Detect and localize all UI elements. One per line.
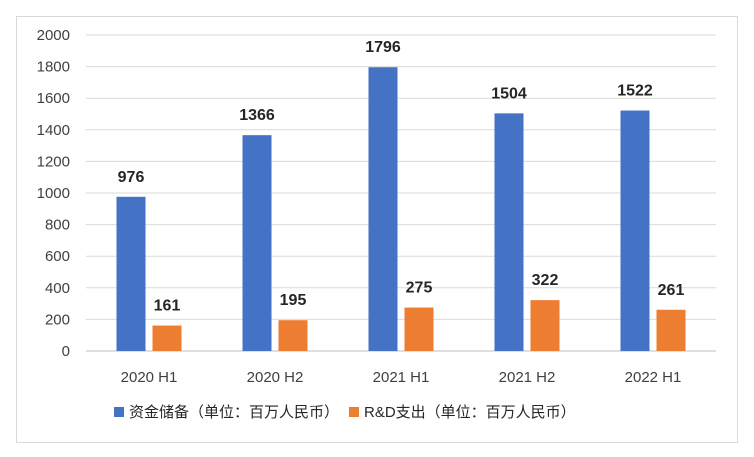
data-label: 976 — [118, 169, 145, 186]
bar-rnd — [152, 325, 182, 351]
y-tick-label: 400 — [45, 280, 70, 297]
x-tick-label: 2022 H1 — [625, 369, 682, 386]
x-tick-label: 2021 H1 — [373, 369, 430, 386]
bar-rnd — [278, 320, 308, 351]
bar-rnd — [530, 300, 560, 351]
x-tick-label: 2021 H2 — [499, 369, 556, 386]
bar-reserve — [494, 113, 524, 351]
data-labels: 976 161 1366 195 1796 275 1504 322 1522 261 — [118, 39, 685, 314]
bar-rnd — [404, 307, 434, 351]
legend-swatch — [114, 407, 124, 417]
y-tick-label: 1800 — [37, 59, 70, 76]
legend-label: R&D支出（单位：百万人民币） — [364, 404, 576, 421]
bar-reserve — [116, 196, 146, 351]
y-tick-label: 1600 — [37, 90, 70, 107]
y-tick-label: 1200 — [37, 153, 70, 170]
data-label: 1366 — [239, 107, 275, 124]
y-tick-label: 600 — [45, 248, 70, 265]
legend-swatch — [349, 407, 359, 417]
gridlines — [86, 34, 716, 352]
bars — [116, 67, 686, 352]
y-tick-label: 1000 — [37, 185, 70, 202]
y-tick-label: 800 — [45, 217, 70, 234]
x-tick-label: 2020 H2 — [247, 369, 304, 386]
x-tick-label: 2020 H1 — [121, 369, 178, 386]
y-tick-label: 200 — [45, 311, 70, 328]
data-label: 195 — [280, 292, 307, 309]
data-label: 1504 — [491, 85, 527, 102]
x-axis-ticks: 2020 H1 2020 H2 2021 H1 2021 H2 2022 H1 — [121, 369, 682, 386]
y-axis-ticks: 0 200 400 600 800 1000 1200 1400 1600 1800 2000 — [37, 27, 70, 360]
bar-reserve — [242, 135, 272, 351]
y-tick-label: 1400 — [37, 122, 70, 139]
legend-label: 资金储备（单位：百万人民币） — [129, 404, 339, 421]
data-label: 261 — [658, 282, 685, 299]
bar-reserve — [620, 110, 650, 351]
y-tick-label: 2000 — [37, 27, 70, 44]
data-label: 322 — [532, 272, 559, 289]
data-label: 275 — [406, 280, 433, 297]
bar-reserve — [368, 67, 398, 352]
y-tick-label: 0 — [62, 343, 70, 360]
data-label: 1522 — [617, 83, 653, 100]
data-label: 161 — [154, 298, 181, 315]
legend: 资金储备（单位：百万人民币） R&D支出（单位：百万人民币） — [114, 404, 576, 421]
bar-rnd — [656, 309, 686, 351]
data-label: 1796 — [365, 39, 401, 56]
